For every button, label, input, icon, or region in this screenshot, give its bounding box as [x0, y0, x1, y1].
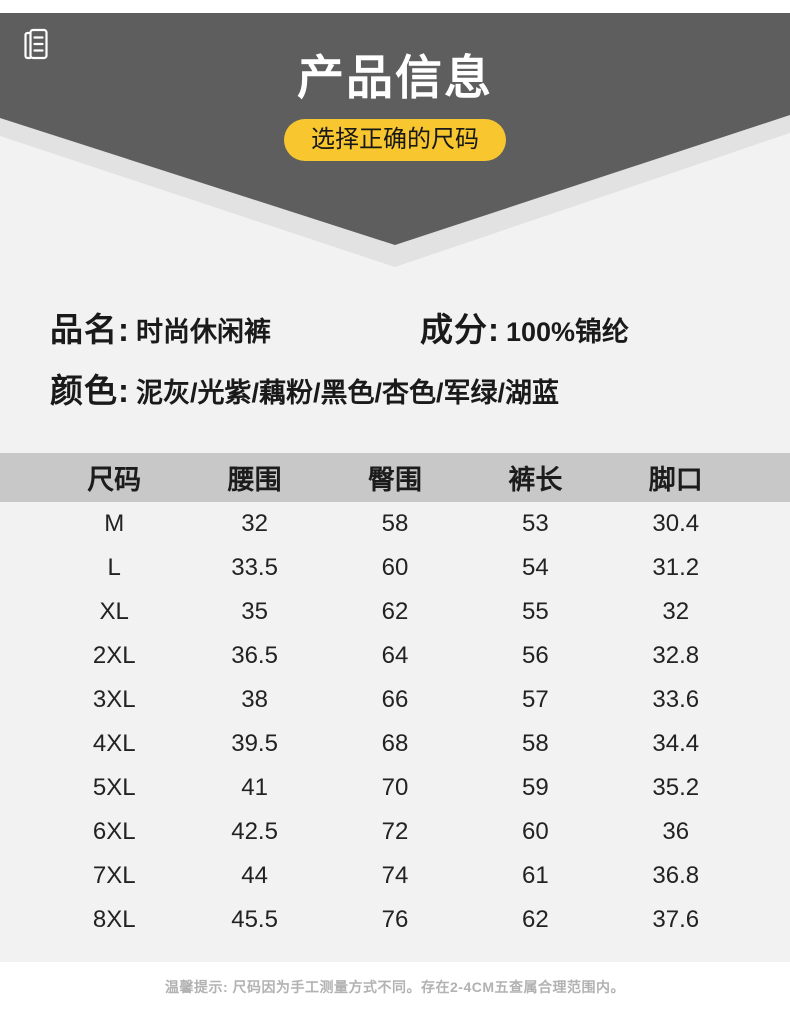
size-chart: 尺码 腰围 臀围 裤长 脚口 M 32 58 53 30.4 L 33.5 [0, 453, 790, 942]
top-white-strip [0, 0, 790, 13]
composition-value: 100%锦纶 [506, 317, 630, 347]
table-cell: 4XL [92, 730, 136, 757]
table-cell: 41 [241, 774, 268, 801]
table-cell: 33.6 [652, 686, 700, 713]
table-cell: 42.5 [231, 818, 278, 845]
table-cell: 8XL [92, 906, 136, 933]
size-tip-badge: 选择正确的尺码 [284, 119, 506, 161]
table-cell: 58 [522, 730, 549, 757]
size-table-body: M 32 58 53 30.4 L 33.5 60 54 31.2 XL 35 … [44, 502, 746, 942]
column-header-hem: 脚口 [648, 465, 703, 495]
size-table: 尺码 腰围 臀围 裤长 脚口 M 32 58 53 30.4 L 33.5 [44, 453, 746, 942]
table-cell: 6XL [92, 818, 136, 845]
footer-note: 温馨提示: 尺码因为手工测量方式不同。存在2-4CM五查属合理范围内。 [164, 978, 626, 995]
table-row: 4XL 39.5 68 58 34.4 [44, 722, 746, 766]
table-cell: 57 [522, 686, 549, 713]
table-row: M 32 58 53 30.4 [44, 502, 746, 546]
column-header-size: 尺码 [87, 465, 142, 495]
size-chart-header-strip [0, 453, 790, 502]
table-cell: 36.8 [652, 862, 700, 889]
footer-note-bar: 温馨提示: 尺码因为手工测量方式不同。存在2-4CM五查属合理范围内。 [0, 962, 790, 1011]
badge-row: 选择正确的尺码 [0, 119, 790, 161]
table-cell: 58 [381, 510, 409, 537]
page-title: 产品信息 [297, 51, 493, 104]
table-row: XL 35 62 55 32 [44, 590, 746, 634]
table-cell: 60 [522, 818, 549, 845]
table-cell: 35 [241, 598, 268, 625]
document-list-icon [23, 27, 49, 63]
table-cell: 38 [241, 686, 268, 713]
table-cell: M [104, 510, 125, 537]
table-cell: 31.2 [652, 554, 700, 581]
table-cell: 36.5 [231, 642, 278, 669]
table-cell: 30.4 [652, 510, 700, 537]
table-cell: 56 [522, 642, 549, 669]
table-cell: 64 [381, 642, 409, 669]
table-row: 5XL 41 70 59 35.2 [44, 766, 746, 810]
table-cell: 33.5 [231, 554, 278, 581]
size-table-head: 尺码 腰围 臀围 裤长 脚口 [44, 453, 746, 502]
table-cell: L [107, 554, 121, 581]
table-cell: 55 [522, 598, 549, 625]
table-cell: 45.5 [231, 906, 278, 933]
table-cell: 74 [381, 862, 409, 889]
table-row: 8XL 45.5 76 62 37.6 [44, 898, 746, 942]
composition-group: 成分: 100%锦纶 [420, 303, 629, 351]
header-row: 尺码 腰围 臀围 裤长 脚口 [44, 453, 746, 502]
table-cell: 53 [522, 510, 549, 537]
table-cell: XL [99, 598, 129, 625]
column-header-waist: 腰围 [227, 465, 282, 495]
table-cell: 72 [381, 818, 409, 845]
table-cell: 5XL [92, 774, 136, 801]
product-name-line: 品名: 时尚休闲裤 成分: 100%锦纶 [50, 303, 760, 351]
table-cell: 61 [522, 862, 549, 889]
table-cell: 32.8 [652, 642, 700, 669]
table-cell: 66 [381, 686, 409, 713]
table-cell: 34.4 [652, 730, 700, 757]
color-line: 颜色: 泥灰/光紫/藕粉/黑色/杏色/军绿/湖蓝 [50, 364, 760, 412]
table-cell: 2XL [92, 642, 136, 669]
table-cell: 62 [381, 598, 409, 625]
table-row: L 33.5 60 54 31.2 [44, 546, 746, 590]
product-name-label: 品名: [50, 311, 130, 348]
composition-label: 成分: [420, 311, 500, 348]
table-cell: 37.6 [652, 906, 700, 933]
table-cell: 3XL [92, 686, 136, 713]
table-cell: 54 [522, 554, 549, 581]
table-row: 6XL 42.5 72 60 36 [44, 810, 746, 854]
table-cell: 76 [381, 906, 409, 933]
table-cell: 7XL [92, 862, 136, 889]
table-cell: 60 [381, 554, 409, 581]
table-cell: 32 [241, 510, 268, 537]
table-cell: 39.5 [231, 730, 278, 757]
column-header-hip: 臀围 [367, 465, 422, 495]
table-cell: 68 [381, 730, 409, 757]
color-value: 泥灰/光紫/藕粉/黑色/杏色/军绿/湖蓝 [136, 378, 560, 408]
table-cell: 35.2 [652, 774, 700, 801]
column-header-length: 裤长 [508, 465, 563, 495]
table-row: 2XL 36.5 64 56 32.8 [44, 634, 746, 678]
table-cell: 36 [662, 818, 690, 845]
color-label: 颜色: [50, 372, 130, 409]
table-cell: 59 [522, 774, 549, 801]
product-name-value: 时尚休闲裤 [136, 317, 271, 347]
table-cell: 32 [662, 598, 690, 625]
table-cell: 44 [241, 862, 268, 889]
table-row: 3XL 38 66 57 33.6 [44, 678, 746, 722]
table-cell: 70 [381, 774, 409, 801]
table-row: 7XL 44 74 61 36.8 [44, 854, 746, 898]
table-cell: 62 [522, 906, 549, 933]
